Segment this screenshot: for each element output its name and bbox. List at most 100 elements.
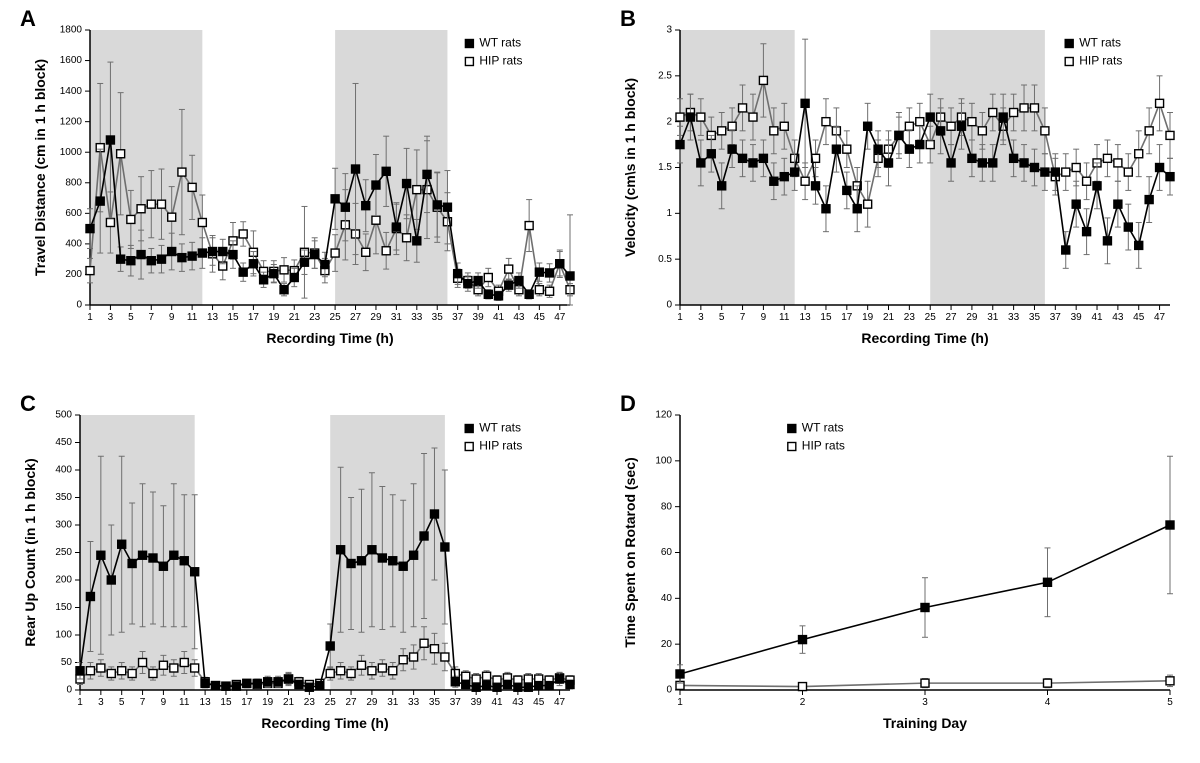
- svg-text:13: 13: [207, 312, 219, 323]
- svg-text:300: 300: [55, 520, 72, 531]
- svg-text:WT rats: WT rats: [1079, 36, 1121, 50]
- panel-B-svg: 00.511.522.53135791113151719212325272931…: [620, 10, 1180, 360]
- svg-text:2: 2: [666, 116, 672, 127]
- panel-A-svg: 0200400600800100012001400160018001357911…: [20, 10, 580, 360]
- svg-text:37: 37: [450, 697, 462, 708]
- panel-label-C: C: [20, 391, 36, 417]
- svg-text:350: 350: [55, 492, 72, 503]
- svg-text:3: 3: [922, 697, 928, 708]
- svg-text:41: 41: [1091, 312, 1103, 323]
- svg-text:Rear Up Count (in 1 h block): Rear Up Count (in 1 h block): [22, 458, 38, 646]
- panel-B: B00.511.522.5313579111315171921232527293…: [620, 10, 1180, 360]
- svg-text:11: 11: [187, 312, 198, 323]
- svg-text:3: 3: [698, 312, 704, 323]
- svg-text:15: 15: [220, 697, 232, 708]
- svg-text:17: 17: [841, 312, 853, 323]
- svg-text:27: 27: [946, 312, 958, 323]
- svg-text:29: 29: [366, 697, 378, 708]
- svg-text:45: 45: [1133, 312, 1145, 323]
- svg-text:21: 21: [283, 697, 295, 708]
- figure-root: A020040060080010001200140016001800135791…: [0, 0, 1200, 763]
- svg-text:WT rats: WT rats: [479, 421, 521, 435]
- svg-text:19: 19: [862, 312, 874, 323]
- panel-C: C050100150200250300350400450500135791113…: [20, 395, 580, 745]
- svg-text:47: 47: [554, 312, 566, 323]
- svg-text:31: 31: [387, 697, 399, 708]
- svg-text:WT rats: WT rats: [479, 36, 521, 50]
- svg-text:400: 400: [65, 239, 82, 250]
- svg-text:7: 7: [148, 312, 154, 323]
- svg-text:37: 37: [452, 312, 464, 323]
- svg-text:Recording Time (h): Recording Time (h): [261, 715, 388, 731]
- svg-text:17: 17: [248, 312, 260, 323]
- svg-text:39: 39: [1071, 312, 1083, 323]
- panel-label-A: A: [20, 6, 36, 32]
- svg-text:1: 1: [87, 312, 93, 323]
- svg-text:35: 35: [1029, 312, 1041, 323]
- svg-text:HIP rats: HIP rats: [1079, 54, 1122, 68]
- svg-text:1800: 1800: [60, 25, 83, 36]
- svg-text:40: 40: [661, 593, 673, 604]
- panel-C-svg: 0501001502002503003504004505001357911131…: [20, 395, 580, 745]
- svg-text:5: 5: [119, 697, 125, 708]
- svg-text:43: 43: [512, 697, 524, 708]
- svg-text:25: 25: [925, 312, 937, 323]
- svg-text:0: 0: [76, 300, 82, 311]
- svg-text:1400: 1400: [60, 86, 83, 97]
- svg-text:600: 600: [65, 208, 82, 219]
- svg-text:19: 19: [268, 312, 280, 323]
- svg-text:1: 1: [77, 697, 83, 708]
- svg-text:200: 200: [55, 575, 72, 586]
- svg-text:41: 41: [493, 312, 505, 323]
- svg-text:25: 25: [330, 312, 342, 323]
- svg-text:1000: 1000: [60, 147, 83, 158]
- svg-text:17: 17: [241, 697, 253, 708]
- svg-text:3: 3: [108, 312, 114, 323]
- svg-text:100: 100: [655, 455, 672, 466]
- svg-text:29: 29: [370, 312, 382, 323]
- svg-text:9: 9: [169, 312, 175, 323]
- svg-text:27: 27: [350, 312, 362, 323]
- svg-text:5: 5: [1167, 697, 1173, 708]
- svg-text:5: 5: [128, 312, 134, 323]
- svg-text:15: 15: [227, 312, 239, 323]
- svg-text:41: 41: [491, 697, 503, 708]
- svg-text:19: 19: [262, 697, 274, 708]
- svg-text:0.5: 0.5: [658, 254, 672, 265]
- svg-text:Velocity (cm\s in 1 h block): Velocity (cm\s in 1 h block): [622, 78, 638, 257]
- svg-text:33: 33: [411, 312, 423, 323]
- svg-text:1: 1: [677, 697, 683, 708]
- svg-text:250: 250: [55, 547, 72, 558]
- svg-text:2: 2: [800, 697, 806, 708]
- svg-text:29: 29: [966, 312, 978, 323]
- svg-text:3: 3: [666, 25, 672, 36]
- svg-text:23: 23: [304, 697, 316, 708]
- svg-text:WT rats: WT rats: [802, 421, 844, 435]
- svg-text:23: 23: [904, 312, 916, 323]
- svg-text:0: 0: [66, 685, 72, 696]
- svg-text:13: 13: [200, 697, 212, 708]
- panel-label-B: B: [620, 6, 636, 32]
- svg-text:Recording Time (h): Recording Time (h): [266, 330, 393, 346]
- svg-text:500: 500: [55, 410, 72, 421]
- svg-text:35: 35: [432, 312, 444, 323]
- svg-text:9: 9: [761, 312, 767, 323]
- svg-text:33: 33: [1008, 312, 1020, 323]
- svg-text:20: 20: [661, 639, 673, 650]
- svg-text:5: 5: [719, 312, 725, 323]
- svg-text:80: 80: [661, 501, 673, 512]
- panel-D-svg: 02040608010012012345Training DayTime Spe…: [620, 395, 1180, 745]
- svg-text:Training Day: Training Day: [883, 715, 967, 731]
- svg-text:15: 15: [820, 312, 832, 323]
- svg-text:37: 37: [1050, 312, 1062, 323]
- svg-text:1200: 1200: [60, 116, 83, 127]
- svg-text:23: 23: [309, 312, 321, 323]
- svg-text:39: 39: [471, 697, 483, 708]
- svg-text:Travel Distance (cm in 1 h blo: Travel Distance (cm in 1 h block): [32, 59, 48, 276]
- panel-D: D02040608010012012345Training DayTime Sp…: [620, 395, 1180, 745]
- svg-text:1: 1: [666, 208, 672, 219]
- svg-text:1: 1: [677, 312, 683, 323]
- svg-text:35: 35: [429, 697, 441, 708]
- svg-text:7: 7: [140, 697, 146, 708]
- svg-text:39: 39: [473, 312, 485, 323]
